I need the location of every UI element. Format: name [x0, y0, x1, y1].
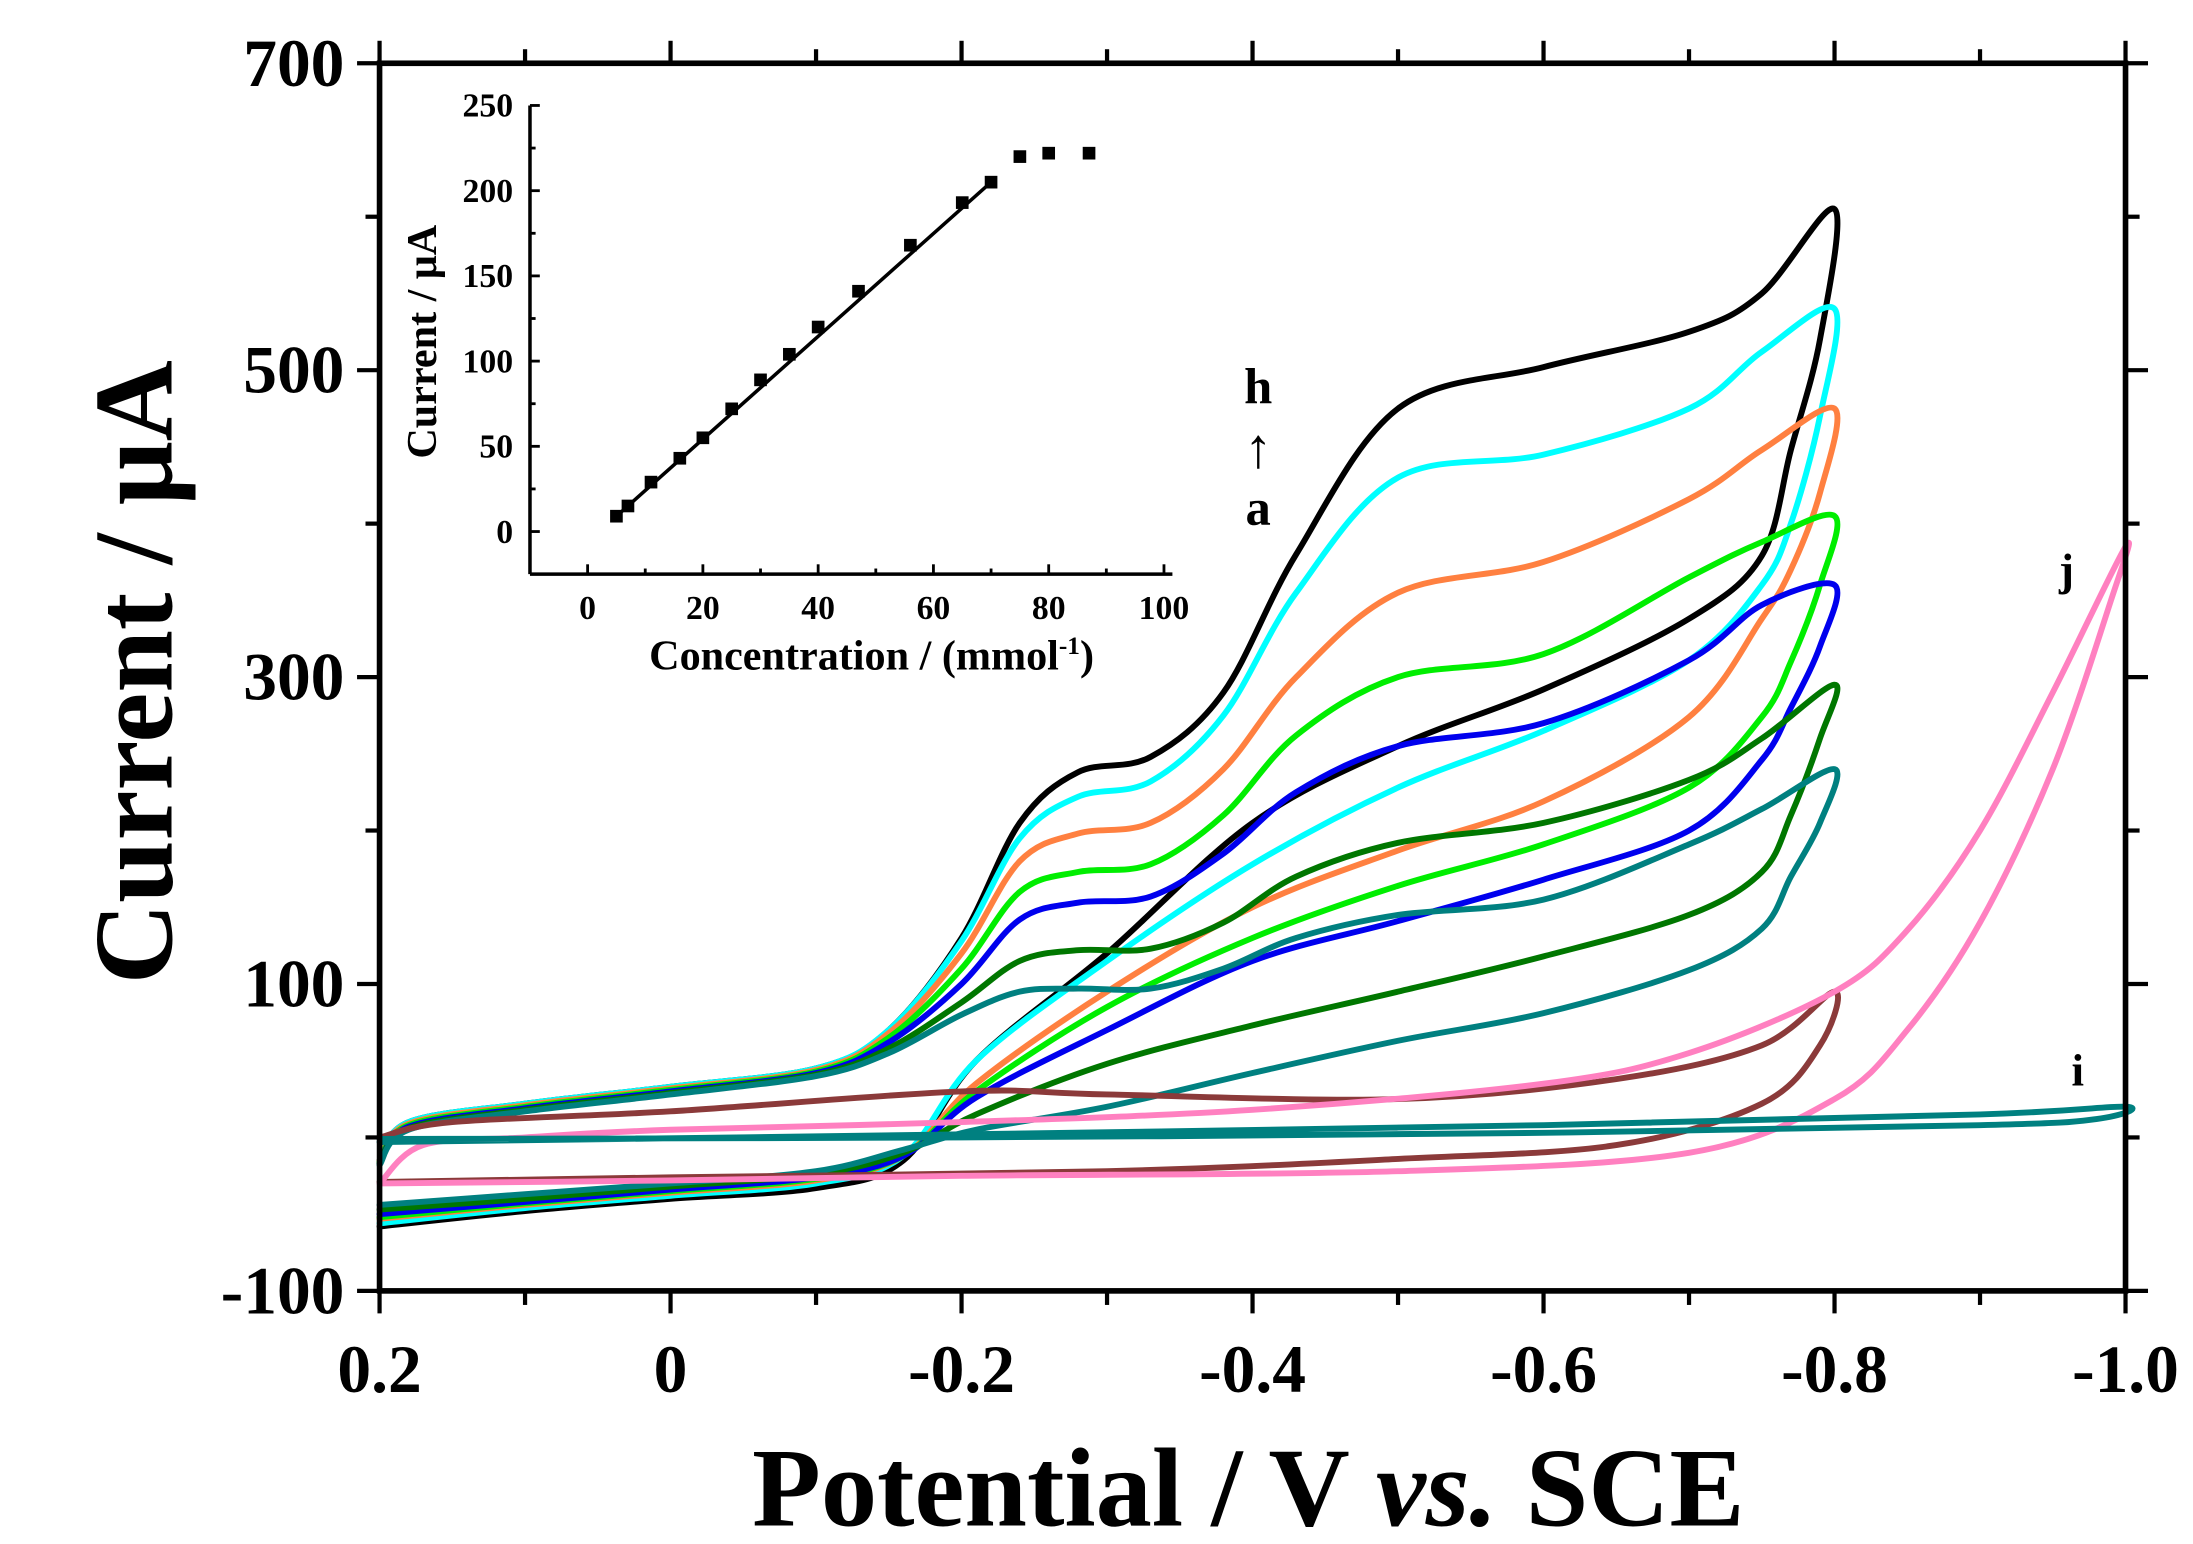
inset-x-tick-label: 20	[686, 590, 720, 627]
inset-data-point	[610, 509, 623, 523]
x-tick-label: -0.6	[1490, 1332, 1597, 1407]
series-cv-darkgreen	[376, 681, 1841, 1213]
x-tick-label: 0	[654, 1332, 688, 1407]
series-cv-pink-j	[376, 539, 2132, 1187]
inset-data-point	[1042, 146, 1056, 160]
inset-x-tick-label: 100	[1139, 590, 1190, 627]
annotation-i: i	[2071, 1046, 2083, 1096]
x-tick-label: -1.0	[2072, 1332, 2179, 1407]
inset-marks	[610, 146, 1096, 523]
series-cv-orange	[376, 404, 1841, 1222]
inset-y-tick-label: 0	[496, 514, 513, 551]
y-tick-label: -100	[221, 1253, 345, 1328]
inset-data-point	[1082, 146, 1096, 160]
main-x-axis-title: Potential / V vs. SCE	[752, 1427, 1744, 1544]
y-tick-label: 300	[243, 640, 344, 715]
series-cv-green	[376, 511, 1841, 1221]
x-tick-label: 0.2	[337, 1332, 421, 1407]
annotation-h: h	[1244, 359, 1272, 415]
y-tick-label: 500	[243, 333, 344, 408]
series-cv-teal-i	[376, 1103, 2136, 1145]
inset-x-tick-label: 0	[579, 590, 596, 627]
inset-data-point	[725, 402, 739, 416]
inset-x-tick-label: 80	[1032, 590, 1066, 627]
inset-axes: 0 20 40 60 80 100 0 50 100 150 200 250	[463, 88, 1190, 627]
y-tick-label: 100	[243, 946, 344, 1021]
main-plot-frame	[376, 60, 2129, 1294]
inset-data-point	[696, 431, 710, 445]
inset-data-point	[783, 347, 796, 361]
inset-data-point	[754, 373, 767, 387]
y-tick-label: 700	[243, 26, 344, 101]
annotation-a: a	[1246, 480, 1271, 536]
inset-data-point	[621, 499, 635, 513]
inset-data-point	[1013, 150, 1027, 163]
inset-data-point	[904, 238, 917, 252]
inset-x-tick-label: 60	[917, 590, 951, 627]
series-cv-cyan	[376, 304, 1841, 1227]
inset-data-point	[955, 196, 969, 209]
inset-data-point	[644, 475, 658, 489]
inset-data-point	[984, 175, 998, 189]
x-tick-label: -0.2	[908, 1332, 1015, 1407]
inset-data-point	[673, 451, 687, 465]
series-cv-blue	[376, 580, 1841, 1218]
x-tick-label: -0.8	[1781, 1332, 1888, 1407]
inset-x-axis-title: Concentration / (mmol-1)	[649, 632, 1094, 679]
inset-x-tick-label: 40	[801, 590, 835, 627]
annotation-j: j	[2058, 545, 2074, 595]
annotation-arrow-up: ↑	[1244, 418, 1272, 480]
inset-y-tick-label: 200	[463, 173, 514, 210]
main-curves	[376, 205, 2136, 1230]
inset-chart: 0 20 40 60 80 100 0 50 100 150 200 250 Current / μA…	[399, 88, 1189, 680]
inset-y-tick-label: 50	[479, 429, 513, 466]
main-y-axis-title: Current / μA	[73, 360, 197, 984]
inset-fit-line	[615, 180, 993, 518]
inset-y-tick-label: 250	[463, 88, 514, 125]
x-tick-label: -0.4	[1199, 1332, 1306, 1407]
inset-data-point	[811, 320, 825, 334]
series-cv-brown	[376, 988, 1841, 1185]
inset-y-tick-label: 150	[463, 258, 514, 295]
inset-y-tick-label: 100	[463, 343, 514, 380]
inset-data-point	[852, 284, 865, 298]
inset-y-axis-title: Current / μA	[399, 224, 446, 458]
